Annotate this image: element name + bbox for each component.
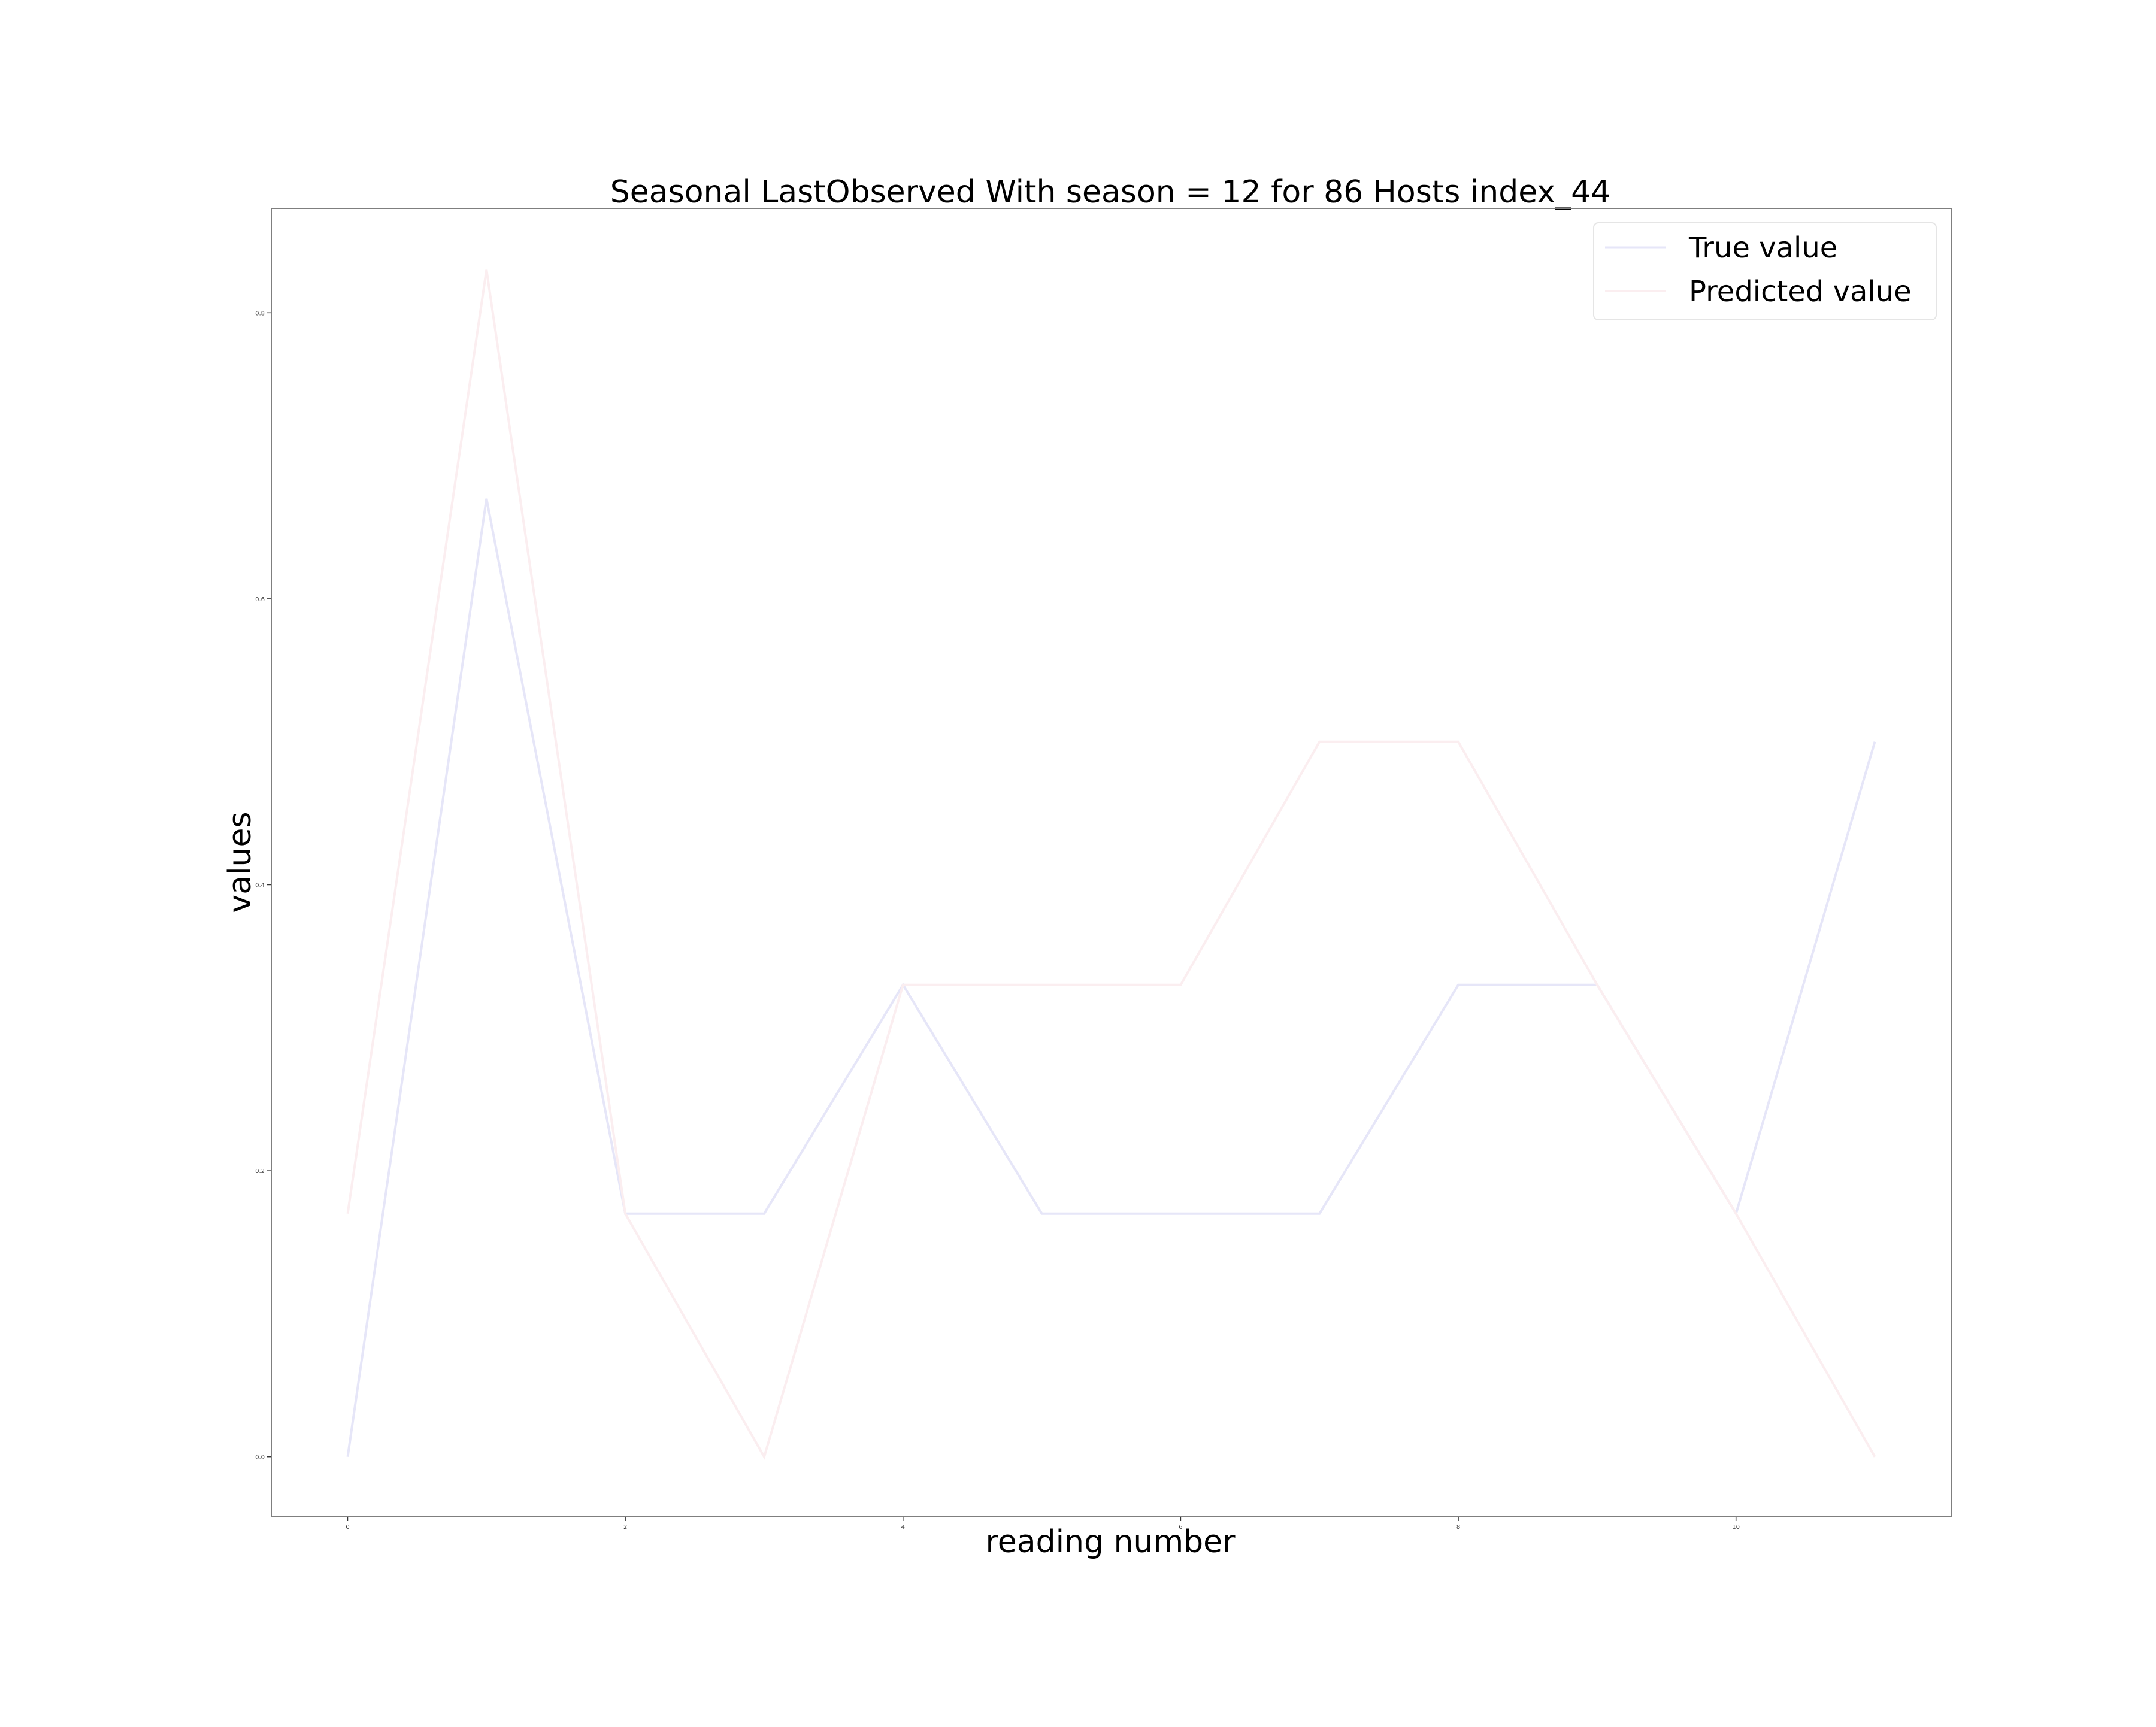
y-tick-label: 0.0 — [255, 1455, 265, 1461]
x-tick-label: 0 — [346, 1524, 349, 1531]
y-tick-label: 0.8 — [255, 310, 265, 317]
y-tick-label: 0.2 — [255, 1168, 265, 1175]
y-axis-label: values — [222, 811, 258, 913]
chart-title: Seasonal LastObserved With season = 12 f… — [610, 174, 1611, 210]
y-tick-label: 0.4 — [255, 883, 265, 889]
x-tick-label: 10 — [1732, 1524, 1740, 1531]
plot-frame — [271, 208, 1952, 1517]
legend-box — [1593, 222, 1937, 320]
series-line-predicted-value — [346, 269, 1876, 1460]
x-axis-label: reading number — [986, 1524, 1236, 1560]
y-tick-label: 0.6 — [255, 596, 265, 603]
legend: True value Predicted value — [1593, 222, 1937, 320]
legend-label-true-value: True value — [1688, 231, 1837, 265]
x-tick-label: 6 — [1179, 1524, 1182, 1531]
series-lines — [346, 269, 1876, 1460]
x-tick-label: 2 — [623, 1524, 627, 1531]
legend-label-predicted-value: Predicted value — [1689, 275, 1912, 308]
axis-ticks: 0 2 4 6 8 10 0.0 0.2 0.4 0.6 0.8 — [255, 310, 1740, 1531]
x-tick-label: 8 — [1456, 1524, 1460, 1531]
x-tick-label: 4 — [901, 1524, 905, 1531]
